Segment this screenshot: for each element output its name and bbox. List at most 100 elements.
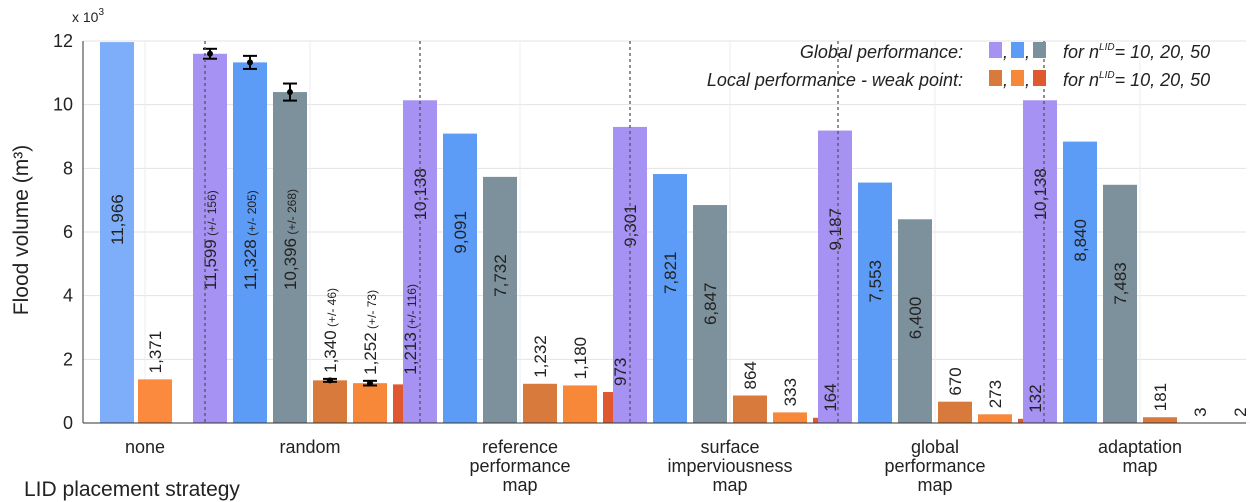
error-mean xyxy=(247,59,253,66)
bar-global xyxy=(273,92,307,423)
bar-global xyxy=(403,100,437,423)
bar-global xyxy=(193,53,227,423)
bar-local xyxy=(313,380,347,423)
bar-value-label: 11,328 (+/- 205) xyxy=(241,190,260,290)
bar-value-label: 1,180 xyxy=(571,337,590,380)
y-tick-label: 6 xyxy=(63,222,73,242)
legend-separator: , xyxy=(1003,42,1008,62)
bar-value-label: 1,340 (+/- 46) xyxy=(321,288,340,373)
y-tick-label: 2 xyxy=(63,349,73,369)
error-mean xyxy=(207,50,213,57)
bar-local xyxy=(773,412,807,423)
x-category-label: map xyxy=(712,475,747,495)
legend-swatch-global xyxy=(1011,42,1024,58)
bar-global xyxy=(1103,184,1137,423)
bar-global xyxy=(818,130,852,423)
y-tick-label: 4 xyxy=(63,286,73,306)
bar-value-label: 1,371 xyxy=(146,331,165,374)
bar-value-label: 1,232 xyxy=(531,335,550,378)
bar-local xyxy=(1143,417,1177,423)
bar-value-label: 6,847 xyxy=(701,282,720,325)
error-mean xyxy=(287,89,293,96)
bar-global xyxy=(233,62,267,423)
x-category-label: none xyxy=(125,437,165,457)
legend-separator: , xyxy=(1003,70,1008,90)
bar-value-label: 973 xyxy=(611,358,630,386)
legend-swatch-local xyxy=(989,70,1002,86)
bar-value-label: 9,301 xyxy=(621,204,640,247)
bar-value-label: 11,966 xyxy=(108,194,127,245)
bar-value-label: 181 xyxy=(1151,383,1170,411)
bar-value-label: 333 xyxy=(781,378,800,406)
bar-global xyxy=(443,133,477,424)
legend-swatch-local xyxy=(1011,70,1024,86)
bar-value-label: 132 xyxy=(1026,384,1045,412)
legend-nlid-text: for nLID= 10, 20, 50 xyxy=(1063,42,1210,62)
bar-value-label: 864 xyxy=(741,361,760,389)
bar-global xyxy=(858,182,892,423)
bar-value-label: 273 xyxy=(986,380,1005,408)
bar-value-label: 10,396 (+/- 268) xyxy=(281,189,300,290)
bar-local xyxy=(978,414,1012,423)
legend-swatch-local xyxy=(1033,70,1046,86)
x-category-label: map xyxy=(1122,456,1157,476)
bar-global xyxy=(1023,100,1057,423)
y-tick-label: 8 xyxy=(63,158,73,178)
bar-global xyxy=(100,42,134,423)
bar-local xyxy=(353,383,387,423)
bar-value-label: 1,213 (+/- 116) xyxy=(401,284,420,375)
x-category-label: performance xyxy=(469,456,570,476)
bar-value-label: 2 xyxy=(1231,407,1250,416)
bar-value-label: 7,732 xyxy=(491,254,510,297)
legend-local-label: Local performance - weak point: xyxy=(707,70,963,90)
legend-swatch-global xyxy=(989,42,1002,58)
x-category-label: performance xyxy=(884,456,985,476)
x-category-label: random xyxy=(279,437,340,457)
bar-value-label: 9,187 xyxy=(826,208,845,251)
bar-global xyxy=(1063,141,1097,424)
x-axis-title: LID placement strategy xyxy=(24,478,240,501)
bar-value-label: 3 xyxy=(1191,407,1210,416)
bar-local xyxy=(523,383,557,423)
bar-value-label: 164 xyxy=(821,383,840,411)
x-category-label: adaptation xyxy=(1098,437,1182,457)
bar-value-label: 6,400 xyxy=(906,297,925,340)
bar-value-label: 7,553 xyxy=(866,260,885,303)
x-category-label: map xyxy=(502,475,537,495)
bar-local xyxy=(733,395,767,423)
bar-value-label: 9,091 xyxy=(451,211,470,254)
bar-global xyxy=(483,176,517,423)
bar-local xyxy=(563,385,597,423)
legend-separator: , xyxy=(1025,70,1030,90)
bar-global xyxy=(898,219,932,423)
legend-global-label: Global performance: xyxy=(800,42,963,62)
bar-value-label: 670 xyxy=(946,367,965,395)
bar-local xyxy=(138,379,172,423)
legend-separator: , xyxy=(1025,42,1030,62)
x-category-label: reference xyxy=(482,437,558,457)
bar-value-label: 10,138 xyxy=(411,168,430,220)
bar-local xyxy=(938,401,972,423)
x-category-label: surface xyxy=(700,437,759,457)
bar-global xyxy=(653,174,687,423)
y-tick-label: 12 xyxy=(53,31,73,51)
bar-global xyxy=(693,205,727,423)
bar-value-label: 1,252 (+/- 73) xyxy=(361,290,380,375)
bar-value-label: 7,821 xyxy=(661,251,680,294)
x-category-label: map xyxy=(917,475,952,495)
bar-value-label: 11,599 (+/- 156) xyxy=(201,190,220,290)
y-tick-label: 0 xyxy=(63,413,73,433)
y-axis-multiplier: x 103 xyxy=(72,7,104,25)
legend-swatch-global xyxy=(1033,42,1046,58)
bar-value-label: 7,483 xyxy=(1111,262,1130,305)
x-category-label: imperviousness xyxy=(667,456,792,476)
bar-value-label: 10,138 xyxy=(1031,168,1050,220)
error-mean xyxy=(367,380,373,387)
y-tick-label: 10 xyxy=(53,95,73,115)
error-mean xyxy=(327,377,333,384)
legend-nlid-text: for nLID= 10, 20, 50 xyxy=(1063,70,1210,90)
x-category-label: global xyxy=(911,437,959,457)
bar-value-label: 8,840 xyxy=(1071,219,1090,262)
y-axis-title: Flood volume (m³) xyxy=(10,145,33,315)
